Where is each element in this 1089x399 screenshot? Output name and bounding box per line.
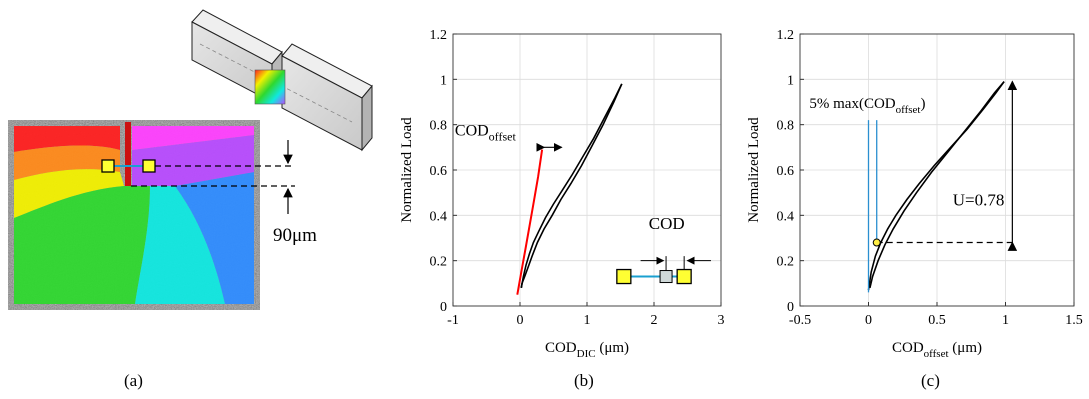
y-tick-label: 0 xyxy=(787,300,794,315)
series-line xyxy=(516,149,544,295)
x-axis-label: CODDIC (μm) xyxy=(545,340,629,360)
y-tick-label: 0.4 xyxy=(777,209,795,224)
y-tick-label: 0.2 xyxy=(777,255,795,270)
x-axis-label-unit: (μm) xyxy=(949,340,982,356)
annotation-main: COD xyxy=(455,122,489,139)
x-axis-label-main: COD xyxy=(545,340,577,356)
x-axis-label-unit: (μm) xyxy=(596,340,629,356)
panel-label-a: (a) xyxy=(124,371,143,390)
color-bands xyxy=(14,126,254,304)
series-line xyxy=(520,83,623,289)
gauge-marker-left xyxy=(616,268,632,285)
marker-right xyxy=(142,159,156,173)
color-band xyxy=(14,169,124,218)
specimen-beam xyxy=(191,9,373,152)
y-tick-label: 0.6 xyxy=(777,164,795,179)
y-tick-label: 0 xyxy=(440,300,447,315)
annotation-cod: COD xyxy=(649,214,685,233)
color-band xyxy=(14,186,150,304)
annotation-5pct: 5% max(CODoffset) xyxy=(809,96,925,116)
y-axis-label: Normalized Load xyxy=(399,117,415,223)
color-band xyxy=(132,135,254,186)
y-tick-label: 1.2 xyxy=(777,28,795,43)
y-tick-label: 0.4 xyxy=(430,209,448,224)
x-axis-label-sub: offset xyxy=(924,348,949,360)
gauge-marker-right xyxy=(676,268,692,285)
color-band xyxy=(14,145,120,180)
x-tick-label: -1 xyxy=(447,313,459,328)
x-tick-label: 1 xyxy=(584,313,591,328)
y-tick-label: 1.2 xyxy=(430,28,448,43)
panel-label-c: (c) xyxy=(921,371,940,390)
dimension-label: 90μm xyxy=(273,225,317,246)
y-tick-label: 1 xyxy=(787,73,794,88)
annotation-tail: ) xyxy=(921,96,926,112)
x-axis-label-sub: DIC xyxy=(577,348,596,360)
color-band xyxy=(135,186,225,304)
color-band xyxy=(175,172,254,304)
panel-a: 90μm xyxy=(8,9,373,310)
threshold-point xyxy=(872,238,881,247)
dimension-annotation: 90μm xyxy=(131,140,317,246)
y-axis-label: Normalized Load xyxy=(746,117,762,223)
panel-label-b: (b) xyxy=(574,371,594,390)
x-tick-label: 3 xyxy=(718,313,725,328)
x-axis-label: CODoffset (μm) xyxy=(892,340,982,360)
series-line xyxy=(869,81,1005,289)
x-tick-label: 1.5 xyxy=(1065,313,1083,328)
color-band xyxy=(132,126,254,150)
annotation-sub: offset xyxy=(489,129,517,143)
x-tick-label: -0.5 xyxy=(789,313,811,328)
series-line xyxy=(520,83,623,289)
y-tick-label: 0.8 xyxy=(777,119,795,134)
annotation-sub: offset xyxy=(896,104,921,116)
y-tick-label: 1 xyxy=(440,73,447,88)
annotation-u: U=0.78 xyxy=(953,190,1005,209)
x-tick-label: 0 xyxy=(865,313,872,328)
dic-region-thumbnail xyxy=(254,69,286,105)
color-band xyxy=(14,126,120,152)
y-tick-label: 0.8 xyxy=(430,119,448,134)
x-axis-label-main: COD xyxy=(892,340,924,356)
y-tick-label: 0.2 xyxy=(430,255,448,270)
annotation-cod-offset: CODoffset xyxy=(455,122,517,143)
gauge-marker-mid xyxy=(659,270,673,284)
crack-notch xyxy=(125,122,131,186)
x-tick-label: 1 xyxy=(1002,313,1009,328)
x-tick-label: 0.5 xyxy=(928,313,946,328)
y-tick-label: 0.6 xyxy=(430,164,448,179)
x-tick-label: 0 xyxy=(517,313,524,328)
marker-left xyxy=(101,159,115,173)
annotation-main: 5% max(COD xyxy=(809,96,895,112)
x-tick-label: 2 xyxy=(651,313,658,328)
dic-color-map xyxy=(8,120,260,310)
